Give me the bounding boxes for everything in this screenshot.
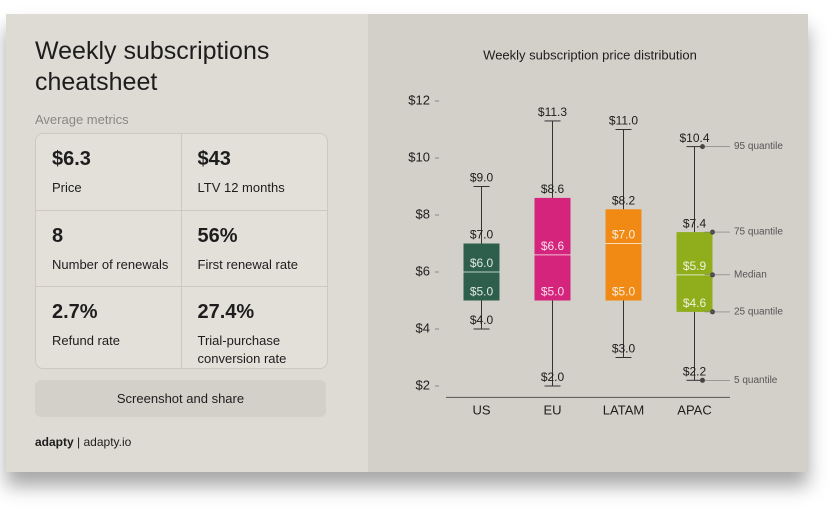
metric-label: LTV 12 months [197,180,285,195]
url[interactable]: adapty.io [83,435,132,449]
brand: adapty [35,435,74,449]
y-tick-label: $6 [416,263,430,278]
annotation: 75 quantile [734,227,783,238]
subtitle: Average metrics [35,112,129,127]
box [676,232,713,312]
value-label: $8.2 [612,193,636,207]
value-label: $5.0 [541,285,565,299]
y-tick-label: $12 [408,92,430,107]
x-tick-label: LATAM [603,402,644,417]
share-button[interactable]: Screenshot and share [35,380,326,417]
metric-value: $43 [197,148,231,170]
value-label: $10.4 [679,131,709,145]
metric-value: 8 [52,224,64,247]
metric: $43 LTV 12 months [181,134,327,211]
value-label: $5.0 [612,285,636,299]
annotation: 5 quantile [734,375,778,386]
value-label: $5.0 [470,285,494,299]
box [534,197,571,301]
value-label: $11.3 [538,105,567,119]
value-label: $2.0 [541,370,565,384]
title: Weekly subscriptions cheatsheet [35,37,270,96]
card: Weekly subscriptions cheatsheet Average … [6,14,808,472]
metric: 27.4% Trial-purchase conversion rate [182,287,328,368]
metric: 56% First renewal rate [181,211,327,287]
annotation: Median [734,269,767,280]
metric-value: $6.3 [52,148,91,170]
metric-label: Refund rate [52,333,120,348]
chart-title: Weekly subscription price distribution [483,47,697,62]
value-label: $6.6 [541,239,565,253]
value-label: $7.0 [612,228,636,242]
metric-label: Price [52,180,82,195]
x-tick-label: APAC [677,402,711,417]
metric-value: 2.7% [52,301,98,323]
y-tick-label: $10 [408,149,430,164]
metric-value: 56% [197,224,238,247]
value-label: $7.4 [683,216,707,230]
metric: 2.7% Refund rate [36,287,182,368]
metric-label: First renewal rate [197,256,298,272]
value-label: $5.9 [683,259,707,273]
value-label: $3.0 [612,342,636,356]
value-label: $4.6 [683,296,707,310]
value-label: $4.0 [470,313,494,327]
metric-label: Trial-purchase conversion rate [197,333,287,366]
metric: $6.3 Price [36,134,182,211]
value-label: $9.0 [470,171,494,185]
box [605,209,642,301]
annotation-dot [700,144,705,150]
metric-value: 27.4% [197,301,255,323]
metric: 8 Number of renewals [36,210,182,287]
annotation: 25 quantile [734,307,783,318]
metric-label: Number of renewals [52,256,169,272]
value-label: $8.6 [541,182,565,196]
value-label: $6.0 [470,256,494,270]
annotation-dot [700,377,705,383]
metrics-grid: $6.3 Price $43 LTV 12 months 8 Number of rene… [35,133,328,369]
y-tick-label: $4 [416,320,430,335]
annotation: 95 quantile [734,141,783,152]
value-label: $7.0 [470,228,494,242]
value-label: $2.2 [683,364,707,378]
footer: adapty | adapty.io [35,435,131,449]
y-tick-label: $8 [416,206,430,221]
x-tick-label: EU [543,402,561,417]
separator: | [77,435,81,449]
value-label: $11.0 [609,114,638,128]
y-tick-label: $2 [416,377,430,392]
x-tick-label: US [472,402,490,417]
chart-panel [368,14,808,472]
